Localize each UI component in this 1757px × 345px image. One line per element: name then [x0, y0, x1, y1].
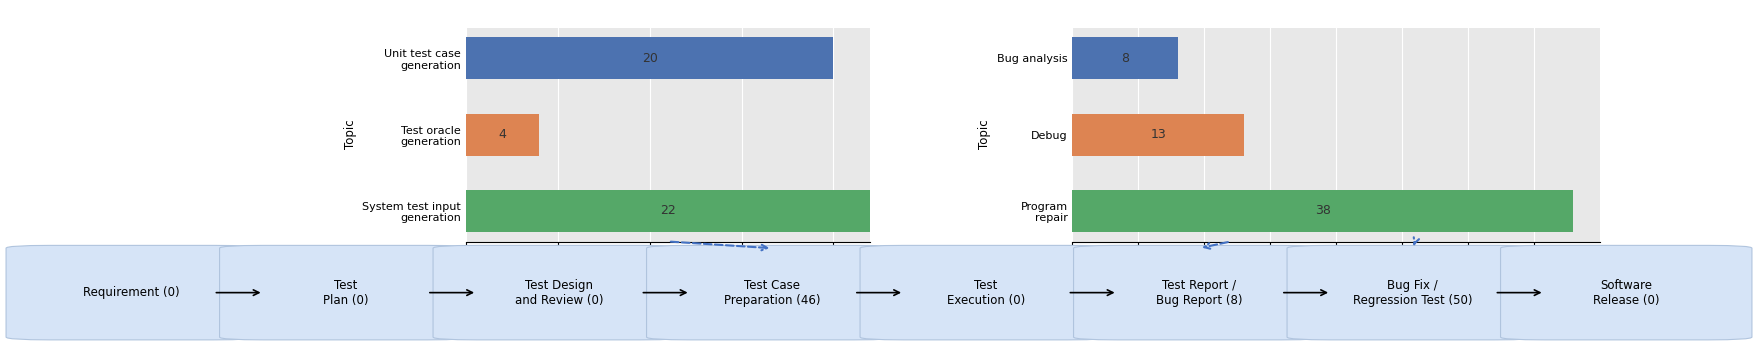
- FancyBboxPatch shape: [220, 245, 471, 340]
- FancyBboxPatch shape: [1074, 245, 1325, 340]
- X-axis label: Paper Count: Paper Count: [1298, 267, 1372, 280]
- FancyBboxPatch shape: [647, 245, 898, 340]
- Y-axis label: Topic: Topic: [979, 120, 991, 149]
- Bar: [466, 190, 870, 232]
- Bar: [466, 114, 539, 156]
- Text: 8: 8: [1121, 52, 1128, 65]
- Text: 38: 38: [1314, 204, 1330, 217]
- Bar: [466, 37, 833, 79]
- Text: 20: 20: [641, 52, 657, 65]
- Bar: [1072, 37, 1177, 79]
- Text: Bug Fix /
Regression Test (50): Bug Fix / Regression Test (50): [1353, 279, 1472, 307]
- Text: Test
Plan (0): Test Plan (0): [322, 279, 367, 307]
- FancyBboxPatch shape: [859, 245, 1110, 340]
- Text: 22: 22: [661, 204, 675, 217]
- Text: Test Case
Preparation (46): Test Case Preparation (46): [724, 279, 821, 307]
- Y-axis label: Topic: Topic: [344, 120, 357, 149]
- FancyBboxPatch shape: [1500, 245, 1752, 340]
- Text: Test Report /
Bug Report (8): Test Report / Bug Report (8): [1156, 279, 1242, 307]
- Text: 4: 4: [499, 128, 506, 141]
- Bar: [1072, 114, 1244, 156]
- FancyBboxPatch shape: [1286, 245, 1537, 340]
- Text: Test
Execution (0): Test Execution (0): [945, 279, 1024, 307]
- FancyBboxPatch shape: [432, 245, 683, 340]
- Text: 13: 13: [1149, 128, 1165, 141]
- Text: Requirement (0): Requirement (0): [83, 286, 179, 299]
- FancyBboxPatch shape: [5, 245, 257, 340]
- Text: Software
Release (0): Software Release (0): [1592, 279, 1659, 307]
- Text: Test Design
and Review (0): Test Design and Review (0): [515, 279, 603, 307]
- X-axis label: Paper Count: Paper Count: [631, 267, 705, 280]
- Bar: [1072, 190, 1573, 232]
